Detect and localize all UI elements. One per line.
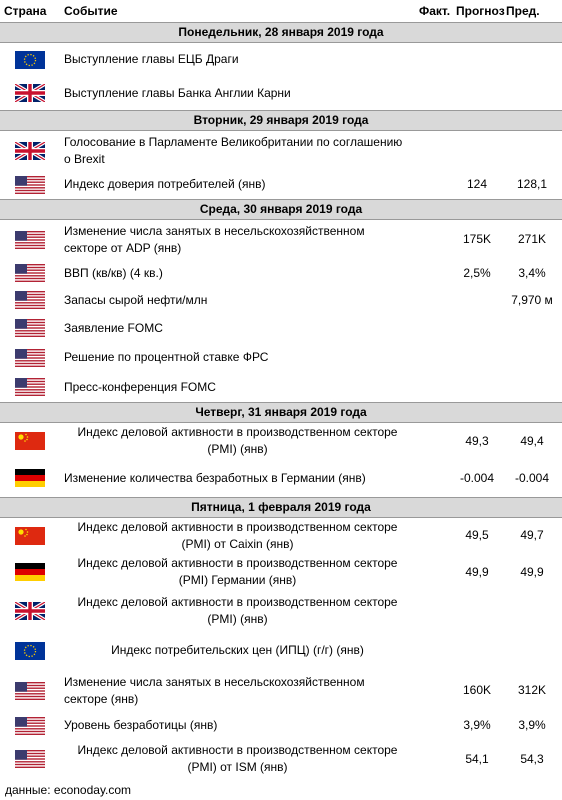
event: Решение по процентной ставке ФРС xyxy=(64,350,269,364)
event-row: Индекс деловой активности в производстве… xyxy=(0,518,562,554)
event-row: Изменение числа занятых в несельскохозяй… xyxy=(0,220,562,260)
event-row: Уровень безработицы (янв) 3,9% 3,9% xyxy=(0,711,562,741)
event-row: Выступление главы Банка Англии Карни xyxy=(0,77,562,111)
forecast: 49,3 xyxy=(465,433,489,448)
column-header: Пред. xyxy=(506,4,540,18)
event: Индекс потребительских цен (ИПЦ) (г/г) (… xyxy=(111,643,364,657)
flag xyxy=(15,527,45,545)
header-row: Страна Событие Факт. Прогноз Пред. xyxy=(0,0,562,23)
column-header: Факт. xyxy=(419,4,451,18)
event-row: Индекс деловой активности в производстве… xyxy=(0,554,562,591)
event: Выступление главы Банка Англии Карни xyxy=(64,85,291,100)
event-row: Индекс деловой активности в производстве… xyxy=(0,591,562,631)
event: Индекс деловой активности в производстве… xyxy=(77,743,398,774)
forecast: 54,1 xyxy=(465,751,489,766)
event: Изменение числа занятых в несельскохозяй… xyxy=(64,674,365,706)
event: Голосование в Парламенте Великобритании … xyxy=(64,134,403,166)
event-row: Индекс деловой активности в производстве… xyxy=(0,741,562,778)
flag xyxy=(15,84,45,102)
previous: -0.004 xyxy=(514,470,550,485)
event-row: ВВП (кв/кв) (4 кв.) 2,5% 3,4% xyxy=(0,260,562,287)
flag xyxy=(15,51,45,69)
column-header: Страна xyxy=(4,4,47,18)
column-header: Событие xyxy=(64,4,118,18)
flag xyxy=(15,563,45,581)
day-row: Понедельник, 28 января 2019 года xyxy=(0,22,562,43)
day-title: Среда, 30 января 2019 года xyxy=(0,199,562,220)
flag xyxy=(15,750,45,768)
forecast: 49,5 xyxy=(465,528,489,543)
day-row: Четверг, 31 января 2019 года xyxy=(0,402,562,423)
event-row: Решение по процентной ставке ФРС xyxy=(0,343,562,373)
event: Заявление FOMC xyxy=(64,320,163,335)
event-row: Индекс доверия потребителей (янв) 124 128,… xyxy=(0,171,562,200)
event-row: Запасы сырой нефти/млн 7,970 м xyxy=(0,287,562,314)
previous: 128,1 xyxy=(516,177,548,192)
forecast: 2,5% xyxy=(463,265,491,280)
flag xyxy=(15,319,45,337)
previous: 54,3 xyxy=(520,751,544,766)
forecast: 175K xyxy=(462,232,492,247)
event: Уровень безработицы (янв) xyxy=(64,718,218,732)
event: ВВП (кв/кв) (4 кв.) xyxy=(64,265,163,280)
day-title: Четверг, 31 января 2019 года xyxy=(0,402,562,423)
calendar-table: Страна Событие Факт. Прогноз Пред. Понед… xyxy=(0,0,562,778)
previous: 49,4 xyxy=(520,433,544,448)
previous: 3,9% xyxy=(518,718,546,732)
flag xyxy=(15,682,45,700)
event-row: Голосование в Парламенте Великобритании … xyxy=(0,131,562,171)
flag xyxy=(15,142,45,160)
event: Индекс деловой активности в производстве… xyxy=(77,425,398,457)
column-header: Прогноз xyxy=(456,4,505,18)
event: Индекс доверия потребителей (янв) xyxy=(64,177,266,192)
event-row: Индекс деловой активности в производстве… xyxy=(0,423,562,460)
flag xyxy=(15,642,45,660)
forecast: 49,9 xyxy=(465,564,489,579)
forecast: 160K xyxy=(462,683,492,697)
flag xyxy=(15,432,45,450)
flag xyxy=(15,291,45,309)
day-row: Вторник, 29 января 2019 года xyxy=(0,110,562,131)
forecast: 124 xyxy=(466,177,488,192)
previous: 271K xyxy=(517,232,547,247)
flag xyxy=(15,602,45,620)
event: Изменение количества безработных в Герма… xyxy=(64,470,366,485)
flag xyxy=(15,469,45,487)
event-row: Выступление главы ЕЦБ Драги xyxy=(0,43,562,77)
forecast: 3,9% xyxy=(463,718,491,732)
event: Индекс деловой активности в производстве… xyxy=(77,556,398,587)
day-title: Пятница, 1 февраля 2019 года xyxy=(0,497,562,518)
flag xyxy=(15,264,45,282)
previous: 312K xyxy=(517,683,547,697)
previous: 3,4% xyxy=(518,265,546,280)
source-note: данные: econoday.com xyxy=(5,783,132,797)
event: Запасы сырой нефти/млн xyxy=(64,292,208,307)
event-row: Индекс потребительских цен (ИПЦ) (г/г) (… xyxy=(0,631,562,671)
event: Пресс-конференция FOMC xyxy=(64,379,216,394)
day-row: Среда, 30 января 2019 года xyxy=(0,199,562,220)
event: Выступление главы ЕЦБ Драги xyxy=(64,52,239,67)
day-title: Вторник, 29 января 2019 года xyxy=(0,110,562,131)
flag xyxy=(15,717,45,735)
day-row: Пятница, 1 февраля 2019 года xyxy=(0,497,562,518)
flag xyxy=(15,378,45,396)
event-row: Заявление FOMC xyxy=(0,314,562,343)
forecast: -0.004 xyxy=(459,470,495,485)
previous: 49,7 xyxy=(520,528,544,543)
flag xyxy=(15,176,45,194)
previous: 7,970 м xyxy=(511,292,553,307)
flag xyxy=(15,349,45,367)
event-row: Изменение числа занятых в несельскохозяй… xyxy=(0,671,562,711)
event-row: Изменение количества безработных в Герма… xyxy=(0,460,562,498)
flag xyxy=(15,231,45,249)
previous: 49,9 xyxy=(520,564,544,579)
event: Индекс деловой активности в производстве… xyxy=(77,519,398,551)
event: Индекс деловой активности в производстве… xyxy=(77,594,398,626)
event: Изменение числа занятых в несельскохозяй… xyxy=(64,223,365,255)
event-row: Пресс-конференция FOMC xyxy=(0,373,562,403)
day-title: Понедельник, 28 января 2019 года xyxy=(0,22,562,43)
